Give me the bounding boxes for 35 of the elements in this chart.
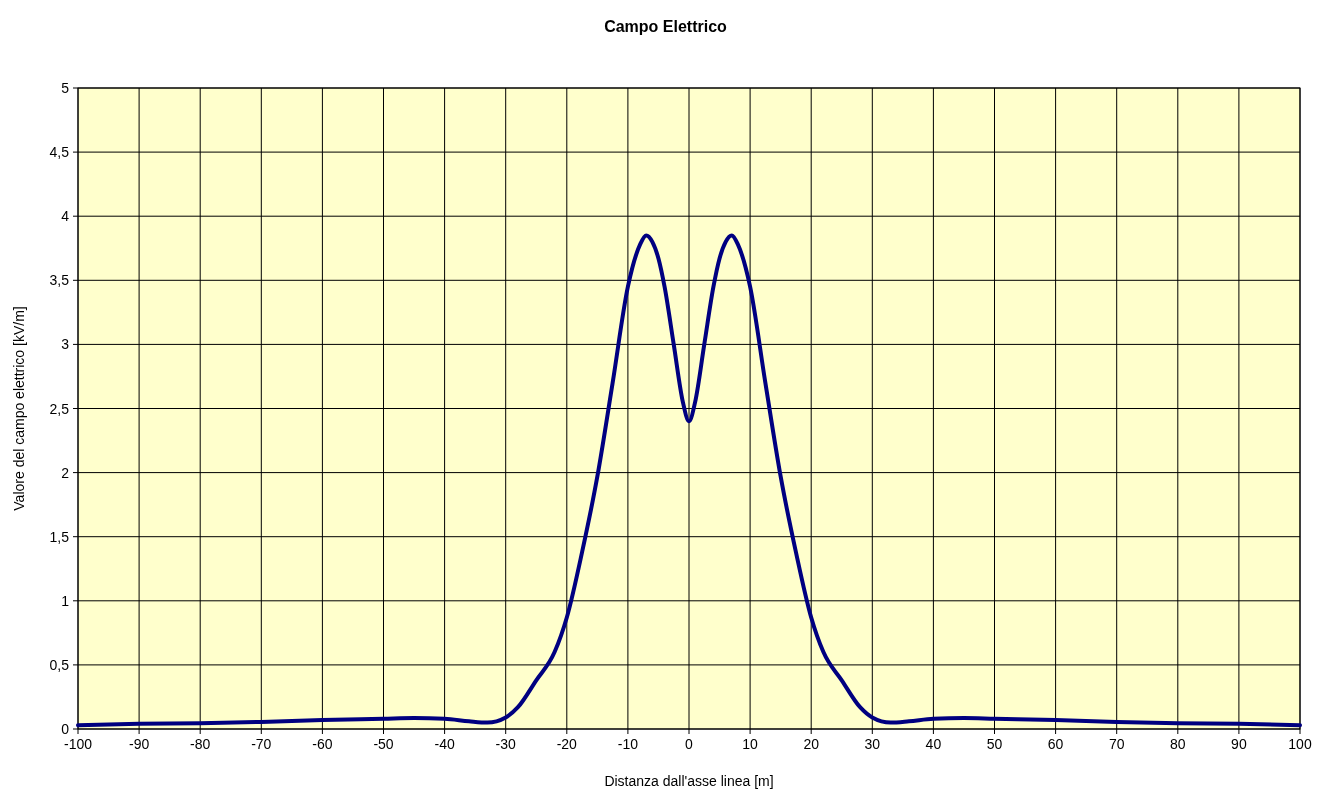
x-tick-label: -30 bbox=[495, 736, 517, 752]
x-tick-label: -70 bbox=[251, 736, 272, 752]
y-tick-label: 2,5 bbox=[49, 400, 70, 417]
x-tick-label: -60 bbox=[312, 736, 333, 752]
x-tick-label: 80 bbox=[1170, 736, 1186, 752]
x-tick-label: -50 bbox=[373, 736, 394, 752]
x-tick-label: 40 bbox=[925, 736, 942, 752]
y-tick-label: 0,5 bbox=[49, 656, 70, 673]
x-tick-label: -10 bbox=[617, 736, 639, 752]
y-tick-label: 3 bbox=[61, 336, 70, 353]
x-tick-label: -100 bbox=[63, 736, 93, 752]
y-tick-label: 4 bbox=[61, 208, 70, 225]
y-tick-label: 3,5 bbox=[49, 272, 70, 289]
y-axis-title: Valore del campo elettrico [kV/m] bbox=[11, 306, 27, 511]
x-tick-label: 30 bbox=[864, 736, 881, 752]
x-axis-title: Distanza dall'asse linea [m] bbox=[604, 773, 774, 789]
x-tick-label: -80 bbox=[190, 736, 211, 752]
x-tick-label: 90 bbox=[1231, 736, 1247, 752]
y-tick-label: 1 bbox=[61, 592, 70, 609]
x-tick-label: -20 bbox=[556, 736, 578, 752]
x-tick-label: 0 bbox=[685, 736, 694, 752]
chart-title: Campo Elettrico bbox=[604, 18, 728, 35]
y-tick-label: 1,5 bbox=[49, 528, 70, 545]
y-tick-label: 0 bbox=[61, 721, 70, 737]
x-tick-label: -40 bbox=[434, 736, 455, 752]
x-tick-label: -90 bbox=[128, 736, 150, 752]
x-tick-label: 50 bbox=[986, 736, 1003, 752]
x-tick-label: 70 bbox=[1108, 736, 1125, 752]
x-tick-label: 60 bbox=[1047, 736, 1064, 752]
y-tick-label: 4,5 bbox=[49, 144, 70, 161]
x-tick-label: 100 bbox=[1288, 736, 1312, 752]
y-tick-label: 5 bbox=[61, 80, 70, 96]
y-tick-label: 2 bbox=[61, 464, 70, 481]
x-tick-label: 10 bbox=[742, 736, 759, 752]
x-tick-label: 20 bbox=[803, 736, 820, 752]
